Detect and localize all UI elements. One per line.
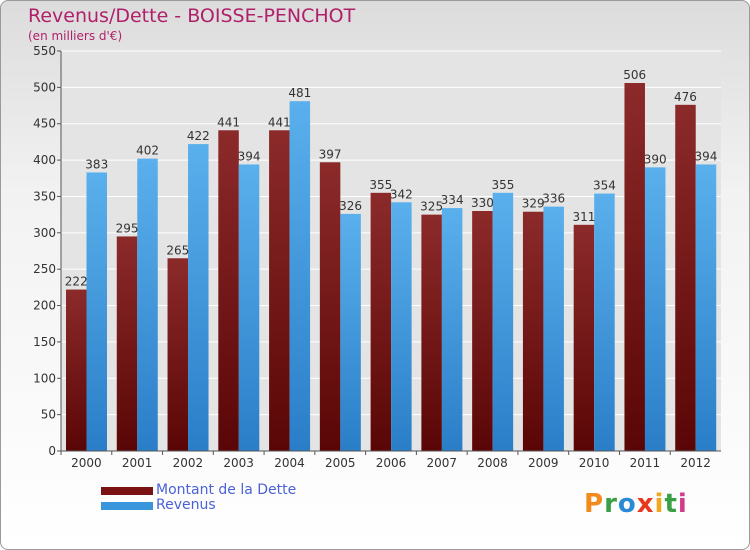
data-label: 330 — [471, 196, 494, 210]
bar-debt — [218, 130, 239, 452]
x-tick-label: 2004 — [274, 456, 305, 470]
x-tick-label: 2007 — [426, 456, 457, 470]
data-label: 506 — [623, 68, 646, 82]
bar-debt — [116, 236, 138, 451]
x-tick-label: 2009 — [528, 456, 559, 470]
x-tick-label: 2003 — [223, 456, 254, 470]
data-label: 311 — [572, 210, 595, 224]
data-label: 295 — [116, 221, 139, 235]
legend-label-revenue: Revenus — [156, 497, 216, 513]
chart-title: Revenus/Dette - BOISSE-PENCHOT — [28, 5, 356, 27]
bar-revenue — [188, 144, 209, 451]
y-tick-label: 400 — [33, 153, 56, 167]
logo-letter: o — [617, 489, 637, 519]
data-label: 481 — [288, 86, 311, 100]
x-tick-label: 2001 — [122, 456, 153, 470]
bar-revenue — [594, 193, 615, 451]
logo-letter: P — [584, 489, 605, 519]
data-label: 422 — [187, 129, 210, 143]
logo-letter: x — [636, 489, 655, 519]
bar-revenue — [137, 158, 158, 452]
bar-revenue — [340, 213, 361, 451]
data-label: 394 — [238, 149, 261, 163]
data-label: 265 — [166, 243, 189, 257]
data-label: 397 — [319, 147, 342, 161]
data-label: 354 — [593, 179, 616, 193]
x-tick-label: 2010 — [579, 456, 610, 470]
y-tick-label: 300 — [33, 226, 56, 240]
logo-letter: t — [664, 489, 678, 519]
bar-debt — [269, 130, 290, 452]
data-label: 441 — [268, 115, 291, 129]
y-tick-label: 150 — [33, 335, 56, 349]
bar-debt — [522, 211, 544, 451]
bar-debt — [319, 162, 341, 452]
bar-revenue — [644, 167, 666, 451]
data-label: 441 — [217, 115, 240, 129]
proxiti-logo: Proxiti — [584, 489, 688, 519]
y-tick-label: 350 — [33, 189, 56, 203]
data-label: 355 — [369, 178, 392, 192]
bar-revenue — [695, 164, 717, 452]
y-tick-label: 0 — [48, 444, 56, 458]
bar-revenue — [289, 101, 311, 451]
data-label: 402 — [136, 144, 159, 158]
x-tick-label: 2011 — [630, 456, 661, 470]
x-tick-label: 2012 — [680, 456, 711, 470]
bar-revenue — [543, 206, 564, 451]
data-label: 390 — [644, 152, 667, 166]
data-label: 336 — [542, 192, 565, 206]
bar-revenue — [441, 208, 463, 451]
x-tick-label: 2005 — [325, 456, 356, 470]
x-tick-label: 2006 — [376, 456, 407, 470]
x-tick-label: 2000 — [71, 456, 102, 470]
legend-swatch-revenue — [101, 502, 153, 510]
bar-debt — [421, 214, 442, 451]
bar-debt — [472, 211, 493, 451]
x-tick-label: 2008 — [477, 456, 508, 470]
data-label: 355 — [491, 178, 514, 192]
bar-debt — [370, 192, 392, 451]
y-tick-label: 100 — [33, 371, 56, 385]
data-label: 222 — [65, 275, 88, 289]
bar-debt — [624, 83, 645, 451]
data-label: 334 — [441, 193, 464, 207]
data-label: 476 — [674, 90, 697, 104]
data-label: 326 — [339, 199, 362, 213]
y-tick-label: 50 — [41, 408, 56, 422]
legend-label-debt: Montant de la Dette — [156, 482, 297, 498]
data-label: 329 — [522, 197, 545, 211]
y-tick-label: 500 — [33, 80, 56, 94]
bar-debt — [573, 224, 595, 451]
bar-debt — [675, 104, 696, 452]
data-label: 394 — [695, 149, 718, 163]
logo-letter: r — [604, 489, 618, 519]
bar-debt — [167, 258, 189, 451]
y-tick-label: 200 — [33, 299, 56, 313]
y-tick-label: 250 — [33, 262, 56, 276]
y-tick-label: 450 — [33, 117, 56, 131]
bar-revenue — [238, 164, 260, 452]
logo-letter: i — [677, 489, 688, 519]
bar-revenue — [492, 192, 514, 451]
logo-letter: i — [654, 489, 665, 519]
data-label: 383 — [85, 157, 108, 171]
data-label: 342 — [390, 187, 413, 201]
bar-revenue — [86, 172, 107, 452]
legend-swatch-debt — [101, 487, 153, 495]
bar-revenue — [391, 202, 412, 451]
x-tick-label: 2002 — [173, 456, 204, 470]
bar-debt — [66, 289, 87, 451]
chart-subtitle: (en milliers d'€) — [28, 29, 123, 43]
data-label: 325 — [420, 200, 443, 214]
y-tick-label: 550 — [33, 44, 56, 58]
